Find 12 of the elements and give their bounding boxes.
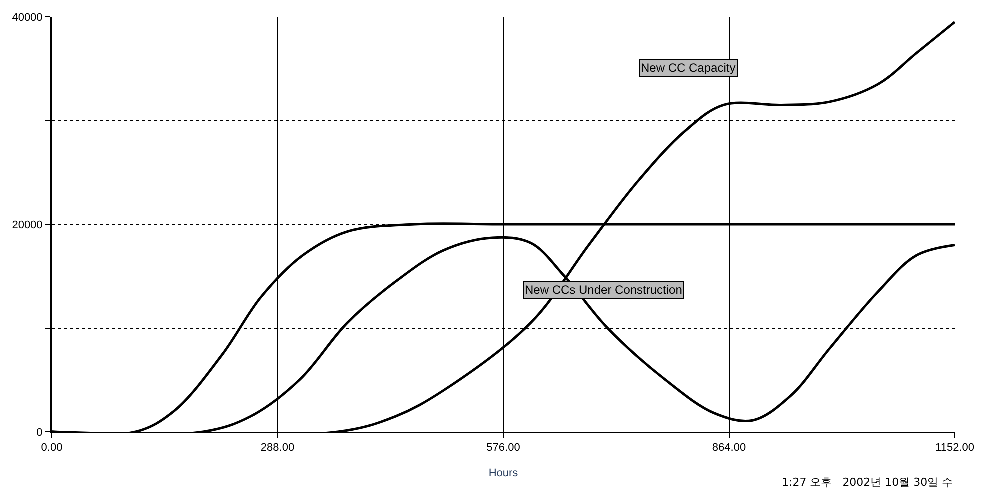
annotation: New CC Capacity	[641, 61, 736, 75]
annotation: New CCs Under Construction	[525, 283, 682, 297]
x-tick-label: 0.00	[41, 442, 63, 454]
x-tick-label: 576.00	[486, 442, 520, 454]
x-tick-label: 864.00	[712, 442, 746, 454]
x-axis-title: Hours	[488, 467, 519, 480]
x-tick-label: 1152.00	[936, 442, 974, 454]
y-tick-label: 20000	[12, 219, 43, 232]
x-tick-label: 288.00	[260, 442, 295, 454]
y-tick-label: 0	[36, 426, 43, 439]
y-tick-label: 40000	[12, 12, 43, 24]
text: 1:27 오후 2002년 10월 30일 수	[782, 476, 954, 489]
